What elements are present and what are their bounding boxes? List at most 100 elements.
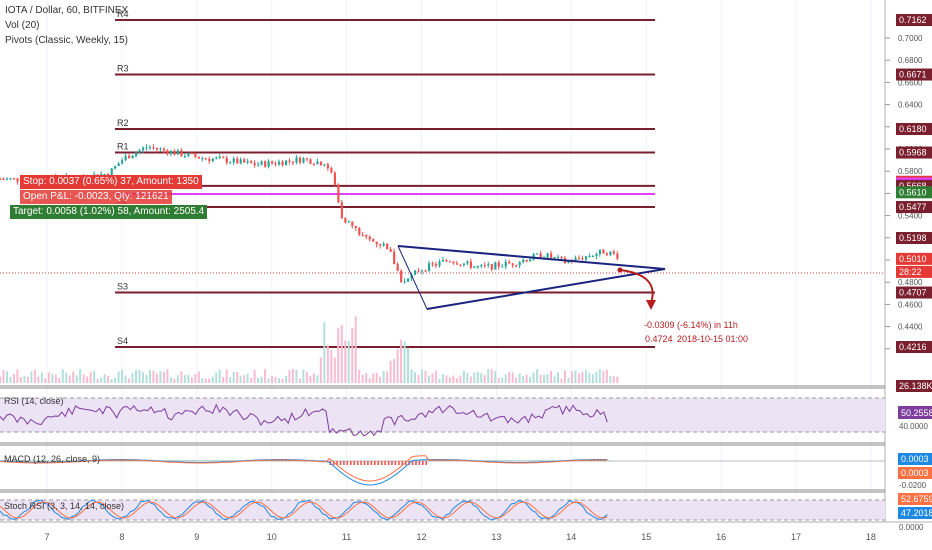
macd-hist-bar	[17, 460, 19, 461]
macd-hist-bar	[164, 460, 167, 461]
volume-bar	[410, 369, 413, 383]
macd-hist-bar	[192, 460, 194, 461]
macd-hist-bar	[281, 460, 283, 461]
volume-bar	[518, 373, 521, 383]
macd-hist-bar	[356, 461, 359, 465]
macd-hist-bar	[411, 461, 414, 465]
price-tag: 0.7162	[899, 15, 927, 25]
volume-bar	[305, 371, 308, 383]
macd-hist-bar	[120, 460, 122, 461]
macd-hist-bar	[490, 460, 493, 461]
price-tag: 0.4707	[899, 288, 927, 298]
candle-body	[211, 158, 214, 162]
volume-bar	[0, 376, 1, 383]
macd-hist-bar	[126, 460, 129, 461]
macd-hist-bar	[387, 461, 390, 465]
candle-body	[271, 161, 274, 164]
candle-body	[246, 161, 249, 163]
candle-body	[232, 158, 235, 163]
price-tick: 0.6400	[898, 101, 923, 110]
volume-bar	[183, 375, 186, 383]
macd-hist-bar	[277, 460, 280, 461]
price-tag: 0.5968	[899, 148, 927, 158]
target-tag[interactable]: Target: 0.0058 (1.02%) 58, Amount: 2505.…	[10, 205, 208, 219]
volume-bar	[260, 376, 263, 383]
macd-hist-bar	[30, 460, 33, 461]
candle-body	[365, 235, 368, 237]
volume-bar	[89, 372, 92, 383]
pivots-label: Pivots (Classic, Weekly, 15)	[5, 35, 128, 46]
candle-body	[386, 243, 389, 250]
candle-body	[553, 257, 556, 259]
macd-hist-bar	[205, 460, 208, 461]
volume-bar	[309, 375, 312, 383]
volume-bar	[295, 369, 298, 383]
candle-body	[204, 158, 207, 160]
macd-hist-bar	[446, 460, 448, 461]
projection-change: -0.0309 (-6.14%) in 11h	[644, 320, 738, 330]
volume-bar	[145, 374, 148, 383]
candle-body	[427, 263, 431, 272]
pivot-label-r1: R1	[117, 142, 129, 152]
candle-body	[267, 161, 270, 167]
symbol-title[interactable]: IOTA / Dollar, 60, BITFINEX	[5, 5, 129, 16]
volume-bar	[480, 373, 483, 383]
volume-bar	[347, 340, 350, 383]
volume-bar	[271, 375, 274, 383]
volume-bar	[577, 373, 580, 383]
volume-bar	[598, 369, 601, 383]
volume-bar	[236, 371, 239, 383]
rsi-pane[interactable]	[0, 397, 885, 437]
volume-bar	[197, 371, 200, 383]
volume-bar	[379, 376, 382, 383]
candle-body	[229, 162, 232, 164]
volume-bar	[250, 377, 253, 383]
macd-hist-bar	[535, 460, 537, 461]
stop-tag[interactable]: Stop: 0.0037 (0.65%) 37, Amount: 1350	[20, 175, 202, 189]
candle-body	[340, 202, 343, 219]
candle-body	[546, 253, 549, 258]
volume-bar	[68, 375, 71, 383]
projection-date: 2018-10-15 01:00	[677, 334, 748, 344]
candle-body	[326, 164, 330, 169]
volume-bar	[316, 375, 319, 383]
candle-body	[278, 161, 281, 165]
macd-pane[interactable]	[0, 455, 885, 486]
volume-bar	[452, 375, 455, 383]
volume-bar	[40, 372, 43, 383]
open-pl-tag[interactable]: Open P&L: -0.0023, Qty: 121621	[20, 190, 172, 204]
volume-bar	[326, 345, 329, 383]
macd-hist-bar	[72, 460, 74, 461]
volume-bar	[333, 357, 336, 383]
volume-bar	[420, 369, 423, 383]
volume-bar	[605, 369, 608, 383]
macd-hist-bar	[291, 460, 294, 461]
stoch-rsi-pane[interactable]	[0, 499, 885, 521]
volume-bar	[504, 374, 507, 383]
pivot-label-r2: R2	[117, 118, 129, 128]
volume-bar	[494, 371, 497, 383]
volume-bar	[23, 376, 26, 383]
candle-body	[424, 270, 427, 272]
volume-bar	[159, 371, 162, 383]
volume-bar	[239, 375, 242, 383]
macd-hist-bar	[521, 460, 524, 461]
volume-bar	[166, 369, 169, 383]
candle-body	[525, 259, 528, 262]
macd-hist-bar	[380, 461, 383, 465]
macd-hist-bar	[531, 460, 534, 461]
volume-bar	[190, 377, 193, 383]
candle-body	[494, 262, 497, 270]
candle-body	[375, 241, 378, 245]
time-axis[interactable]: 7 8 9 10 11 12 13 14 15 16 17 18	[44, 532, 875, 542]
macd-hist-bar	[367, 461, 369, 465]
volume-bar	[128, 378, 131, 383]
volume-bar	[86, 376, 89, 383]
volume-bar	[176, 375, 179, 383]
projection-arrow[interactable]	[617, 267, 657, 311]
triangle-pattern[interactable]	[397, 245, 666, 310]
price-tag: 0.4216	[899, 342, 927, 352]
price-tag-bg	[896, 123, 932, 136]
macd-tick-1: 0.0003	[901, 468, 929, 478]
